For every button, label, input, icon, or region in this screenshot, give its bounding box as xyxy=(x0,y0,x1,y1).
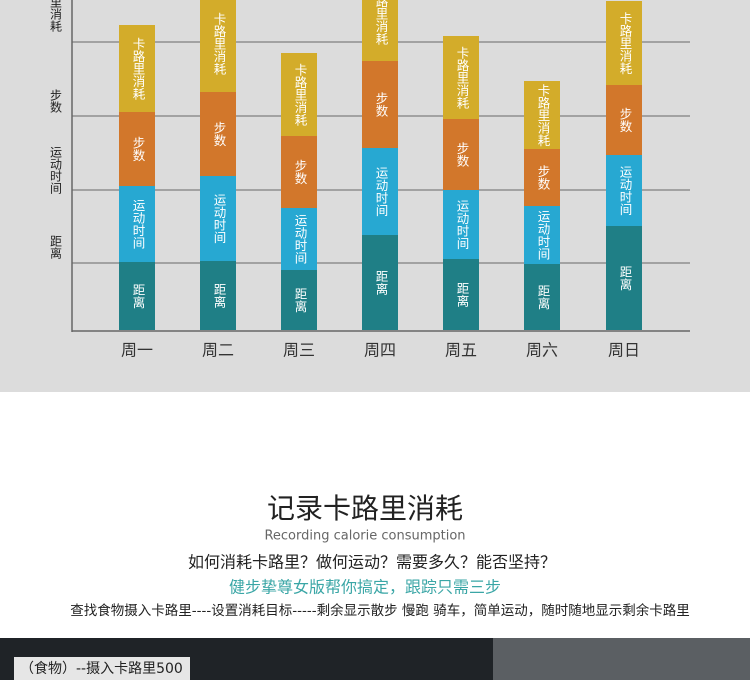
steps: 查找食物摄入卡路里----设置消耗目标-----剩余显示散步 慢跑 骑车，简单运… xyxy=(70,602,689,619)
bar-segment xyxy=(281,136,317,208)
legend-label: 距离 xyxy=(49,235,63,260)
legend-label: 卡路里消耗 xyxy=(49,0,63,32)
segment-label: 运动时间 xyxy=(536,210,551,260)
bar-segment xyxy=(443,259,479,330)
section-title: 记录卡路里消耗 xyxy=(267,492,463,525)
bar-segment xyxy=(119,112,155,186)
segment-label: 步数 xyxy=(293,160,308,186)
bar-segment xyxy=(443,119,479,190)
footer-label-box xyxy=(14,657,190,680)
segment-label: 卡路里消耗 xyxy=(131,37,146,100)
segment-label: 运动时间 xyxy=(618,166,633,216)
segment-label: 卡路里消耗 xyxy=(536,84,551,147)
segment-label: 运动时间 xyxy=(293,214,308,264)
segment-label: 步数 xyxy=(212,122,227,148)
legend-label: 步数 xyxy=(49,89,63,114)
bar-segment xyxy=(281,208,317,270)
segment-label: 卡路里消耗 xyxy=(293,63,308,126)
bar-segment xyxy=(362,61,398,148)
bar-segment xyxy=(443,36,479,119)
bar-segment xyxy=(524,149,560,206)
bar-segment xyxy=(119,262,155,330)
segment-label: 距离 xyxy=(293,288,308,314)
legend-label: 运动时间 xyxy=(49,146,63,194)
segment-label: 距离 xyxy=(536,285,551,311)
segment-label: 卡路里消耗 xyxy=(455,46,470,109)
bar-segment xyxy=(606,155,642,226)
bar-segment xyxy=(200,176,236,261)
question: 如何消耗卡路里？做何运动？需要多久？能否坚持？ xyxy=(188,553,556,572)
bar-segment xyxy=(443,190,479,259)
bar-segment xyxy=(606,85,642,155)
bar-segment xyxy=(119,25,155,112)
segment-label: 运动时间 xyxy=(374,167,389,217)
bar-segment xyxy=(524,264,560,330)
x-tick-label: 周日 xyxy=(608,341,640,360)
x-tick-label: 周五 xyxy=(445,341,477,360)
x-tick-label: 周四 xyxy=(364,341,396,360)
footer-label: （食物）--摄入卡路里500 xyxy=(20,660,183,677)
segment-label: 步数 xyxy=(536,165,551,191)
x-tick-label: 周六 xyxy=(526,341,558,360)
segment-label: 卡路里消耗 xyxy=(212,12,227,75)
footer-bar-right xyxy=(493,638,750,680)
segment-label: 距离 xyxy=(131,284,146,310)
segment-label: 步数 xyxy=(131,137,146,163)
segment-label: 运动时间 xyxy=(212,194,227,244)
segment-label: 运动时间 xyxy=(131,199,146,249)
segment-label: 距离 xyxy=(374,270,389,296)
bar-segment xyxy=(524,81,560,149)
tagline: 健步挚尊女版帮你搞定，跟踪只需三步 xyxy=(229,578,501,597)
x-tick-label: 周一 xyxy=(121,341,153,360)
bar-segment xyxy=(200,0,236,92)
bar-segment xyxy=(200,261,236,330)
segment-label: 步数 xyxy=(455,142,470,168)
segment-label: 运动时间 xyxy=(455,200,470,250)
segment-label: 距离 xyxy=(455,282,470,308)
bar-segment xyxy=(362,235,398,330)
bar-segment xyxy=(606,1,642,85)
section-subtitle: Recording calorie consumption xyxy=(264,529,465,544)
bar-segment xyxy=(281,53,317,136)
bar-segment xyxy=(362,148,398,235)
segment-label: 卡路里消耗 xyxy=(374,0,389,45)
segment-label: 步数 xyxy=(618,108,633,134)
segment-label: 距离 xyxy=(618,266,633,292)
bar-segment xyxy=(362,0,398,61)
x-tick-label: 周三 xyxy=(283,341,315,360)
segment-label: 步数 xyxy=(374,92,389,118)
x-tick-label: 周二 xyxy=(202,341,234,360)
bar-segment xyxy=(281,270,317,330)
bar-segment xyxy=(200,92,236,176)
segment-label: 距离 xyxy=(212,283,227,309)
bar-segment xyxy=(119,186,155,262)
segment-label: 卡路里消耗 xyxy=(618,12,633,75)
bar-segment xyxy=(524,206,560,264)
bar-segment xyxy=(606,226,642,330)
